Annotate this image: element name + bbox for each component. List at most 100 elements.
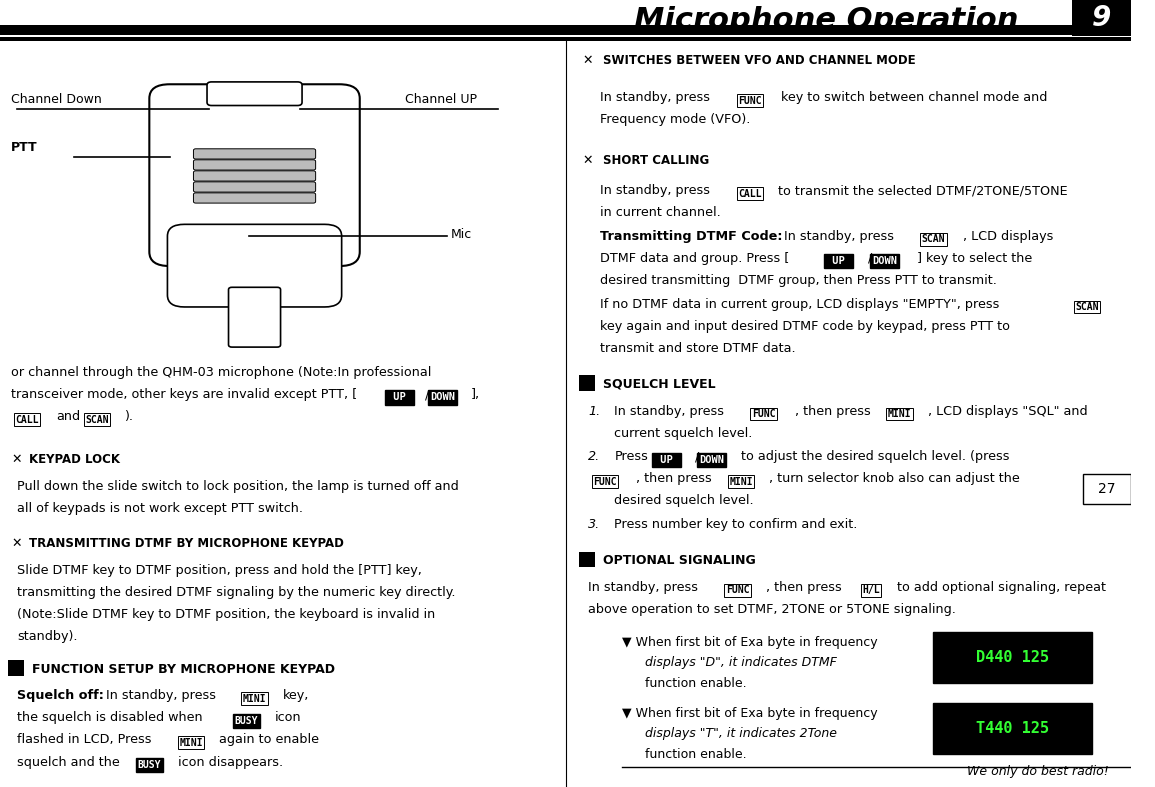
Text: ] key to select the: ] key to select the — [917, 252, 1033, 265]
Text: Press: Press — [614, 450, 648, 464]
Text: 27: 27 — [1098, 482, 1116, 496]
Text: transmit and store DTMF data.: transmit and store DTMF data. — [599, 342, 795, 355]
Text: in current channel.: in current channel. — [599, 206, 721, 220]
Text: FUNC: FUNC — [752, 409, 775, 419]
Text: all of keypads is not work except PTT switch.: all of keypads is not work except PTT sw… — [17, 502, 303, 515]
Text: DOWN: DOWN — [872, 257, 897, 266]
Text: TRANSMITTING DTMF BY MICROPHONE KEYPAD: TRANSMITTING DTMF BY MICROPHONE KEYPAD — [29, 537, 344, 550]
Bar — [0, 37, 1131, 41]
FancyBboxPatch shape — [229, 287, 281, 347]
Bar — [8, 660, 24, 676]
Text: ✕: ✕ — [12, 453, 22, 467]
Text: 2.: 2. — [588, 450, 601, 464]
Text: SCAN: SCAN — [85, 415, 109, 424]
Text: Transmitting DTMF Code:: Transmitting DTMF Code: — [599, 230, 782, 243]
Text: In standby, press: In standby, press — [614, 405, 724, 418]
Text: SHORT CALLING: SHORT CALLING — [603, 154, 709, 168]
FancyBboxPatch shape — [167, 224, 342, 307]
Text: ▼ When first bit of Exa byte in frequency: ▼ When first bit of Exa byte in frequenc… — [623, 707, 878, 720]
Text: /: / — [694, 450, 699, 464]
Text: , turn selector knob also can adjust the: , turn selector knob also can adjust the — [769, 472, 1020, 486]
Text: In standby, press: In standby, press — [599, 91, 709, 105]
Text: Slide DTMF key to DTMF position, press and hold the [PTT] key,: Slide DTMF key to DTMF position, press a… — [17, 563, 422, 577]
Circle shape — [234, 230, 252, 242]
Text: SCAN: SCAN — [922, 235, 945, 244]
Bar — [579, 375, 595, 391]
Text: current squelch level.: current squelch level. — [614, 427, 753, 440]
Text: transceiver mode, other keys are invalid except PTT, [: transceiver mode, other keys are invalid… — [12, 388, 358, 401]
FancyBboxPatch shape — [193, 160, 315, 170]
Text: FUNC: FUNC — [725, 586, 750, 595]
Text: Mic: Mic — [450, 228, 471, 241]
Text: FUNCTION SETUP BY MICROPHONE KEYPAD: FUNCTION SETUP BY MICROPHONE KEYPAD — [31, 663, 335, 676]
Text: Frequency mode (VFO).: Frequency mode (VFO). — [599, 113, 750, 127]
Text: DOWN: DOWN — [699, 455, 724, 464]
FancyBboxPatch shape — [193, 182, 315, 192]
Text: MINI: MINI — [243, 694, 267, 704]
Bar — [933, 632, 1091, 683]
Text: squelch and the: squelch and the — [17, 756, 120, 769]
Text: key again and input desired DTMF code by keypad, press PTT to: key again and input desired DTMF code by… — [599, 320, 1009, 333]
Bar — [579, 552, 595, 567]
Text: 1.: 1. — [588, 405, 601, 418]
Text: , then press: , then press — [635, 472, 711, 486]
Text: SWITCHES BETWEEN VFO AND CHANNEL MODE: SWITCHES BETWEEN VFO AND CHANNEL MODE — [603, 54, 916, 67]
Text: We only do best radio!: We only do best radio! — [967, 764, 1109, 778]
FancyBboxPatch shape — [207, 82, 303, 105]
Text: ✕: ✕ — [582, 154, 594, 168]
Text: icon: icon — [275, 711, 301, 725]
Text: /: / — [867, 252, 872, 265]
Text: to transmit the selected DTMF/2TONE/5TONE: to transmit the selected DTMF/2TONE/5TON… — [778, 184, 1068, 198]
Text: Press number key to confirm and exit.: Press number key to confirm and exit. — [614, 518, 858, 531]
Text: the squelch is disabled when: the squelch is disabled when — [17, 711, 202, 725]
Text: above operation to set DTMF, 2TONE or 5TONE signaling.: above operation to set DTMF, 2TONE or 5T… — [588, 603, 956, 616]
Text: 3.: 3. — [588, 518, 601, 531]
Text: UP: UP — [826, 257, 851, 266]
Text: MINI: MINI — [179, 738, 203, 748]
Text: MINI: MINI — [729, 477, 753, 486]
Text: displays "T", it indicates 2Tone: displays "T", it indicates 2Tone — [644, 727, 837, 741]
Text: Microphone Operation: Microphone Operation — [634, 6, 1018, 35]
Text: ✕: ✕ — [582, 54, 594, 67]
Text: , then press: , then press — [796, 405, 871, 418]
Text: Pull down the slide switch to lock position, the lamp is turned off and: Pull down the slide switch to lock posit… — [17, 480, 459, 493]
Text: ▼ When first bit of Exa byte in frequency: ▼ When first bit of Exa byte in frequenc… — [623, 636, 878, 649]
Text: , LCD displays "SQL" and: , LCD displays "SQL" and — [927, 405, 1087, 418]
Bar — [933, 703, 1091, 754]
Text: transmitting the desired DTMF signaling by the numeric key directly.: transmitting the desired DTMF signaling … — [17, 586, 455, 599]
Text: again to enable: again to enable — [219, 733, 320, 747]
Text: displays "D", it indicates DTMF: displays "D", it indicates DTMF — [644, 656, 836, 670]
Text: DOWN: DOWN — [430, 393, 455, 402]
Text: KEYPAD LOCK: KEYPAD LOCK — [29, 453, 120, 467]
Bar — [0, 25, 1131, 35]
Text: ✕: ✕ — [12, 537, 22, 550]
Text: SCAN: SCAN — [1075, 302, 1098, 312]
Text: BUSY: BUSY — [234, 716, 259, 726]
Text: function enable.: function enable. — [644, 677, 746, 690]
Text: or channel through the QHM-03 microphone (Note:In professional: or channel through the QHM-03 microphone… — [12, 366, 432, 379]
Text: and: and — [57, 410, 81, 423]
Text: icon disappears.: icon disappears. — [178, 756, 283, 769]
Text: H/L: H/L — [863, 586, 880, 595]
Text: desired squelch level.: desired squelch level. — [614, 494, 754, 508]
Text: , then press: , then press — [766, 581, 842, 594]
Text: In standby, press: In standby, press — [106, 689, 216, 703]
Text: CALL: CALL — [15, 415, 39, 424]
Text: ],: ], — [470, 388, 479, 401]
Text: PTT: PTT — [12, 142, 38, 154]
Text: DTMF data and group. Press [: DTMF data and group. Press [ — [599, 252, 789, 265]
Text: key,: key, — [283, 689, 310, 703]
Text: (Note:Slide DTMF key to DTMF position, the keyboard is invalid in: (Note:Slide DTMF key to DTMF position, t… — [17, 608, 435, 621]
Text: In standby, press: In standby, press — [784, 230, 894, 243]
FancyBboxPatch shape — [193, 149, 315, 159]
FancyBboxPatch shape — [193, 193, 315, 203]
Text: , LCD displays: , LCD displays — [963, 230, 1053, 243]
Text: UP: UP — [387, 393, 412, 402]
Text: key to switch between channel mode and: key to switch between channel mode and — [781, 91, 1046, 105]
Text: /: / — [425, 388, 430, 401]
Text: SQUELCH LEVEL: SQUELCH LEVEL — [603, 378, 716, 391]
Text: to add optional signaling, repeat: to add optional signaling, repeat — [897, 581, 1106, 594]
Text: function enable.: function enable. — [644, 748, 746, 761]
Text: UP: UP — [654, 455, 679, 464]
Text: ).: ). — [125, 410, 134, 423]
